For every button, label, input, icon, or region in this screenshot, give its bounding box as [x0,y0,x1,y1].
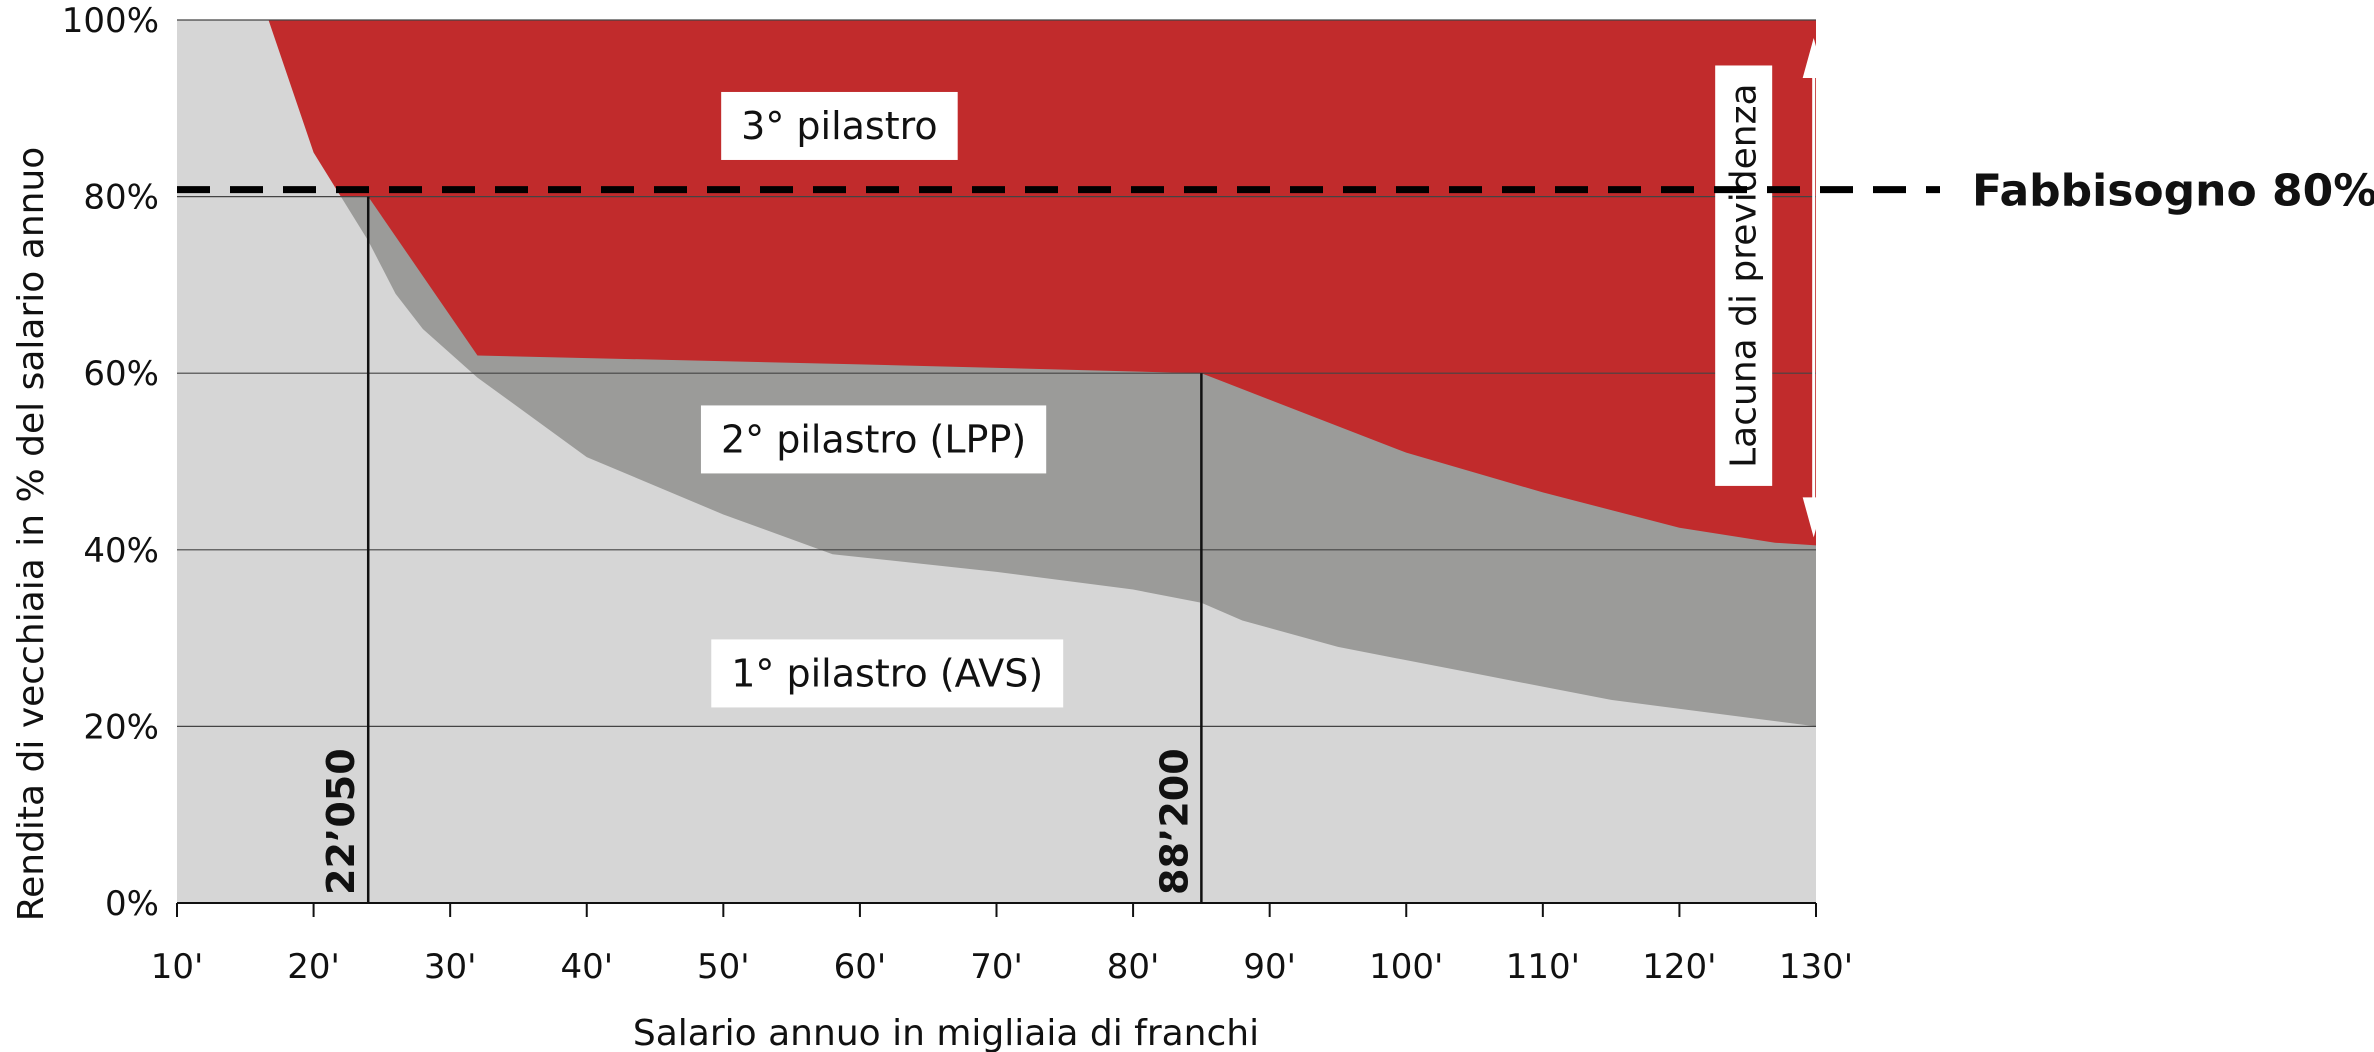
y-tick-label: 20% [83,707,159,747]
gap-label-text: Lacuna di previdenza [1724,83,1765,467]
reference-label: Fabbisogno 80% [1972,166,2374,217]
y-tick-label: 60% [83,354,159,394]
x-tick-label: 120' [1642,947,1716,987]
area-label-text: 3° pilastro [741,104,938,148]
x-tick-label: 100' [1369,947,1443,987]
gap-annotation: Lacuna di previdenza [1715,38,1825,538]
x-tick-label: 130' [1779,947,1853,987]
x-tick-label: 80' [1107,947,1160,987]
area-label: 3° pilastro [721,91,958,160]
x-tick-label: 90' [1243,947,1296,987]
salary-markers: 22’050 88’200 [319,196,1203,903]
area-labels: 3° pilastro 2° pilastro (LPP) 1° pilastro … [700,91,1064,708]
y-tick-label: 100% [62,1,159,41]
x-tick-label: 40' [560,947,613,987]
x-tick-label: 60' [834,947,887,987]
area-label-box [711,639,1064,708]
area-label-box [721,91,958,160]
y-tick-label: 80% [83,178,159,218]
gap-arrow-head-top [1802,38,1825,78]
area-label-text: 2° pilastro (LPP) [721,417,1026,461]
x-tick-label: 20' [287,947,340,987]
y-axis: 0% 20% 40% 60% 80% 100% [62,1,159,924]
y-tick-label: 40% [83,531,159,571]
gap-label-box [1715,65,1773,486]
x-tick-label: 30' [424,947,477,987]
area-label-text: 1° pilastro (AVS) [731,651,1043,695]
area-label: 1° pilastro (AVS) [711,639,1064,708]
x-tick-label: 110' [1506,947,1580,987]
y-axis-title: Rendita di vecchiaia in % del salario an… [11,147,52,922]
x-tick-label: 50' [697,947,750,987]
x-tick-label: 10' [151,947,204,987]
x-axis: 10' 20' 30' 40' 50' 60' 70' 80' 90' 100' 110' 120' 1… [151,902,1853,987]
reference-line: Fabbisogno 80% [177,166,2374,217]
y-tick-label: 0% [105,884,159,924]
marker-label: 22’050 [319,748,363,895]
gap-arrow-head-bottom [1802,497,1825,538]
area-label-box [700,405,1047,474]
area-1-pilastro [177,20,1816,903]
x-axis-title: Salario annuo in migliaia di franchi [633,1013,1259,1052]
grid-lines [177,19,1816,728]
gap-label: Lacuna di previdenza [1715,65,1773,486]
marker-label: 88’200 [1152,748,1196,895]
x-tick-label: 70' [970,947,1023,987]
area-label: 2° pilastro (LPP) [700,405,1047,474]
